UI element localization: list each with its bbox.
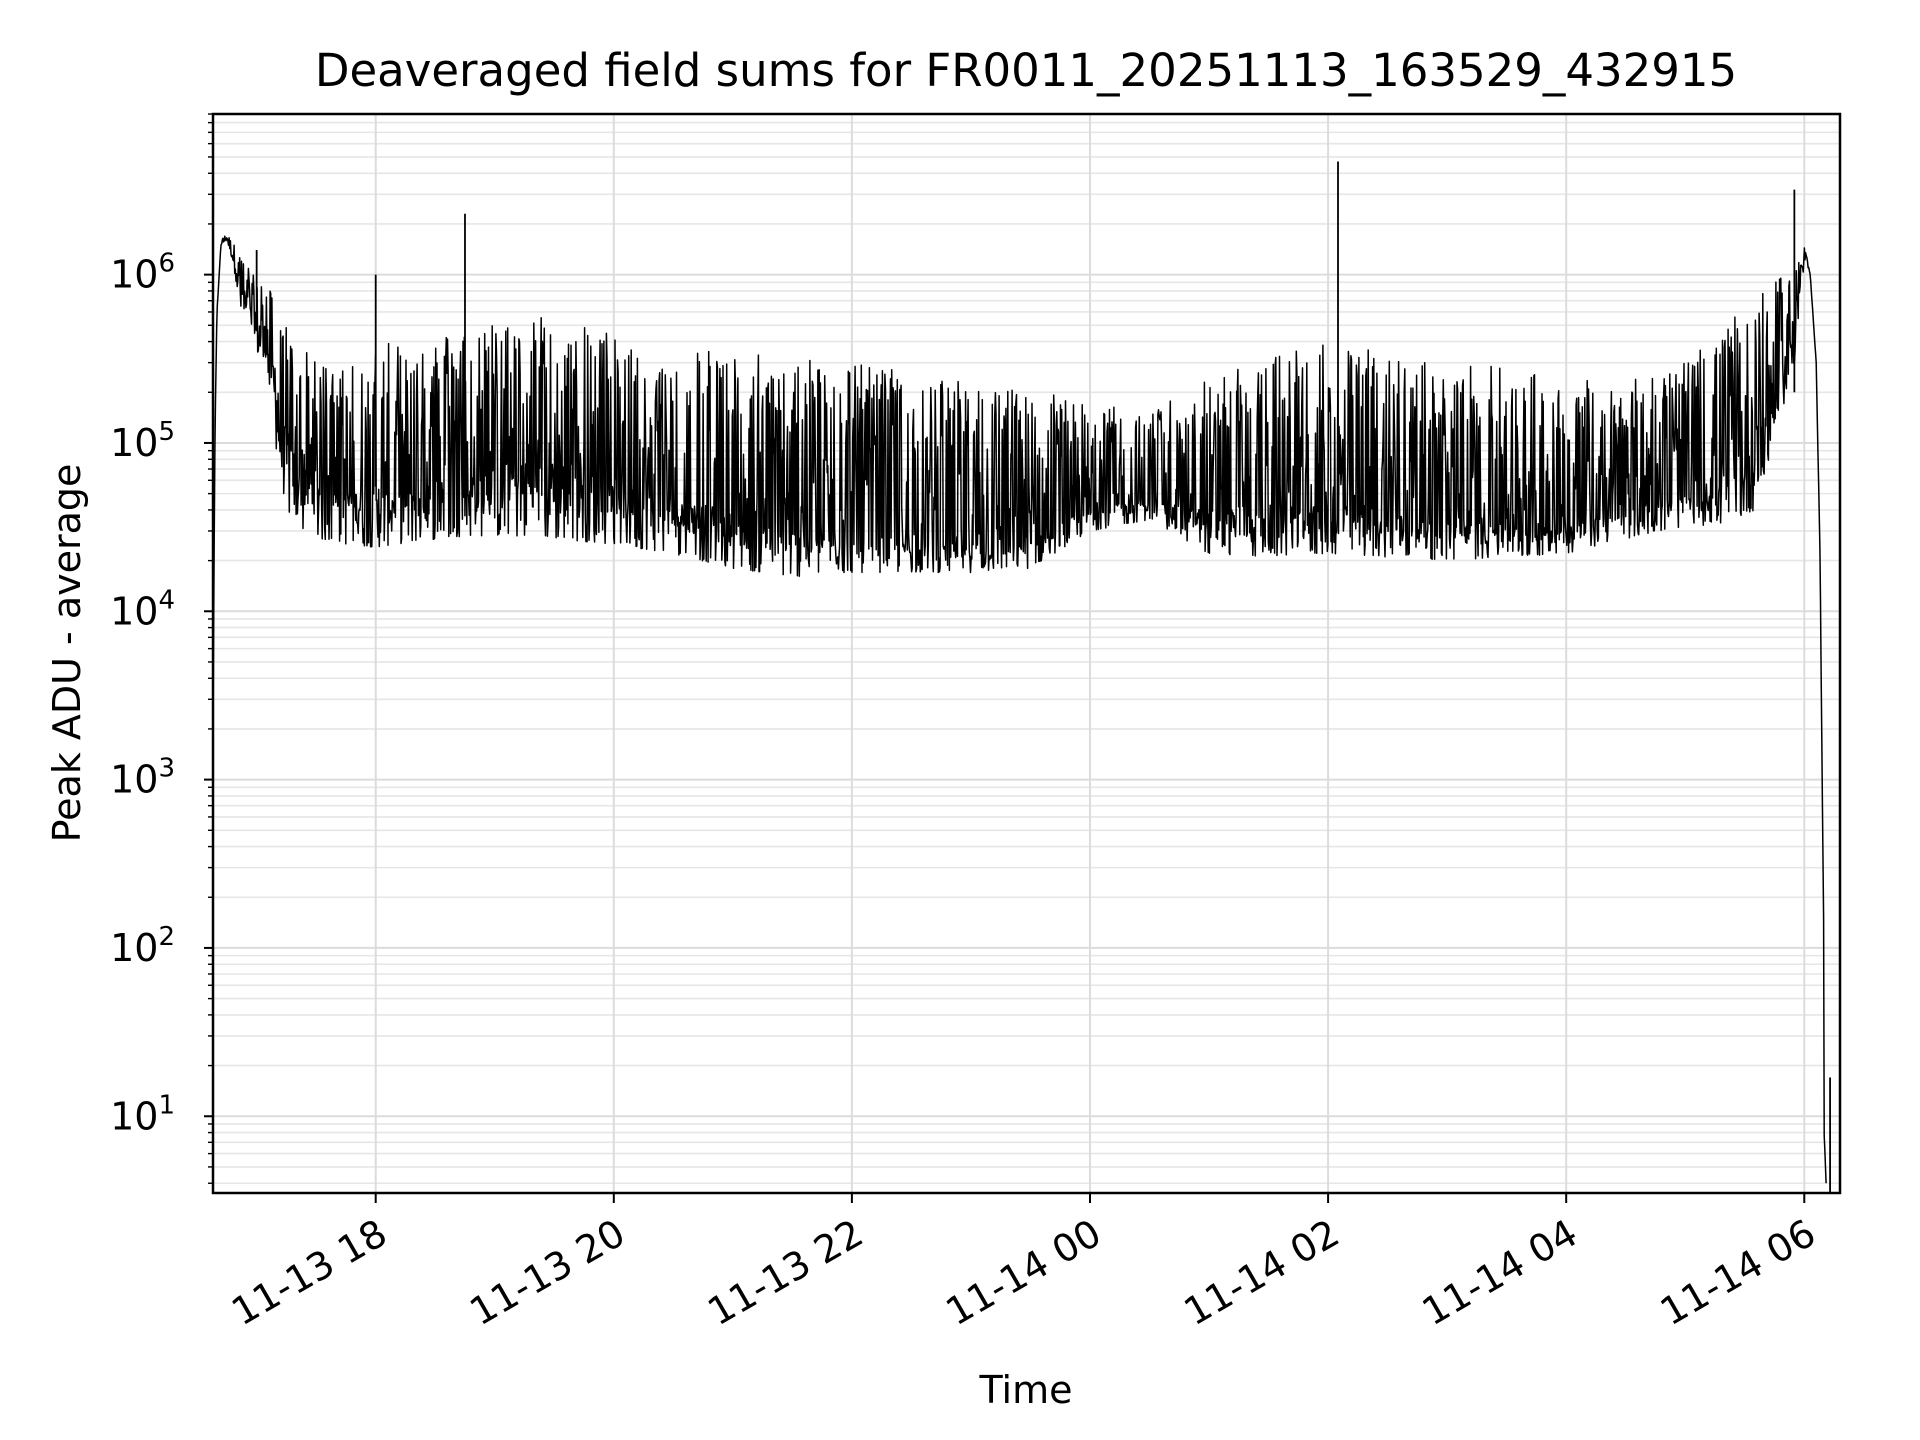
y-axis-label: Peak ADU - average [45,464,89,843]
y-tick-label: 106 [110,249,175,297]
chart-title: Deaveraged field sums for FR0011_2025111… [315,44,1737,97]
y-tick-label: 101 [110,1090,175,1138]
y-tick-label: 104 [110,585,175,633]
plot-frame [211,112,1842,1195]
series-line [213,235,1827,1184]
y-tick-label: 102 [110,922,175,970]
data-series [213,161,1831,1193]
y-tick-label: 103 [110,754,175,802]
x-axis-label: Time [979,1368,1073,1412]
y-tick-label: 105 [110,417,175,465]
